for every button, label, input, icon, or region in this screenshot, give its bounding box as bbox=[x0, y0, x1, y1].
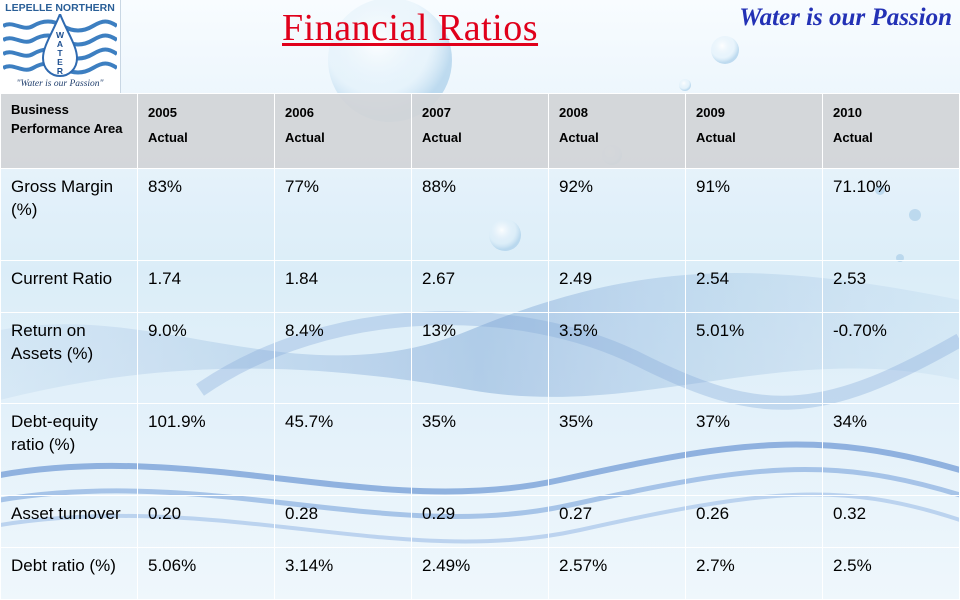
table-cell: 71.10% bbox=[822, 168, 960, 261]
column-header-year: 2008 Actual bbox=[548, 93, 686, 169]
table-cell: 45.7% bbox=[274, 403, 412, 497]
header-year: 2005 bbox=[148, 105, 177, 120]
column-header-year: 2009 Actual bbox=[685, 93, 823, 169]
table-cell: 2.7% bbox=[685, 547, 823, 600]
column-header-year: 2006 Actual bbox=[274, 93, 412, 169]
table-cell: -0.70% bbox=[822, 311, 960, 405]
header-year: 2009 bbox=[696, 105, 725, 120]
row-label: Current Ratio bbox=[0, 259, 138, 313]
table-cell: 0.32 bbox=[822, 495, 960, 549]
header-year: 2010 bbox=[833, 105, 862, 120]
row-label: Gross Margin (%) bbox=[0, 168, 138, 261]
row-label: Asset turnover bbox=[0, 495, 138, 549]
table-cell: 8.4% bbox=[274, 311, 412, 405]
header-label: Actual bbox=[833, 130, 873, 145]
table-cell: 0.26 bbox=[685, 495, 823, 549]
table-cell: 0.27 bbox=[548, 495, 686, 549]
table-cell: 13% bbox=[411, 311, 549, 405]
table-cell: 2.67 bbox=[411, 259, 549, 313]
table-row: Return on Assets (%) 9.0% 8.4% 13% 3.5% … bbox=[0, 311, 960, 405]
logo-letter: R bbox=[57, 66, 63, 76]
logo-letter: E bbox=[57, 57, 63, 67]
header-label: Actual bbox=[559, 130, 599, 145]
table-cell: 1.74 bbox=[137, 259, 275, 313]
column-header-year: 2010 Actual bbox=[822, 93, 960, 169]
company-logo: LEPELLE NORTHERN W A T E R "Water is our… bbox=[0, 0, 121, 93]
table-cell: 35% bbox=[411, 403, 549, 497]
header-label: Actual bbox=[285, 130, 325, 145]
table-cell: 2.53 bbox=[822, 259, 960, 313]
table-cell: 1.84 bbox=[274, 259, 412, 313]
header-label: Actual bbox=[148, 130, 188, 145]
table-cell: 34% bbox=[822, 403, 960, 497]
table-cell: 35% bbox=[548, 403, 686, 497]
header-label: Actual bbox=[422, 130, 462, 145]
row-label: Debt ratio (%) bbox=[0, 547, 138, 600]
header-year: 2007 bbox=[422, 105, 451, 120]
header-year: 2008 bbox=[559, 105, 588, 120]
row-label: Return on Assets (%) bbox=[0, 311, 138, 405]
header-year: 2006 bbox=[285, 105, 314, 120]
table-row: Debt-equity ratio (%) 101.9% 45.7% 35% 3… bbox=[0, 403, 960, 497]
table-row: Current Ratio 1.74 1.84 2.67 2.49 2.54 2… bbox=[0, 259, 960, 313]
table-cell: 0.29 bbox=[411, 495, 549, 549]
slide-title: Financial Ratios bbox=[282, 7, 539, 49]
table-cell: 101.9% bbox=[137, 403, 275, 497]
table-cell: 2.5% bbox=[822, 547, 960, 600]
table-cell: 0.20 bbox=[137, 495, 275, 549]
table-cell: 5.01% bbox=[685, 311, 823, 405]
logo-company-name: LEPELLE NORTHERN bbox=[5, 2, 115, 14]
column-header-year: 2005 Actual bbox=[137, 93, 275, 169]
slide-tagline: Water is our Passion bbox=[739, 4, 952, 31]
table-cell: 3.14% bbox=[274, 547, 412, 600]
column-header-area: Business Performance Area bbox=[0, 93, 138, 169]
table-cell: 5.06% bbox=[137, 547, 275, 600]
table-cell: 2.57% bbox=[548, 547, 686, 600]
table-cell: 3.5% bbox=[548, 311, 686, 405]
table-cell: 37% bbox=[685, 403, 823, 497]
table-cell: 2.49% bbox=[411, 547, 549, 600]
table-cell: 91% bbox=[685, 168, 823, 261]
financial-ratios-table: Business Performance Area 2005 Actual 200… bbox=[0, 93, 960, 600]
table-row: Debt ratio (%) 5.06% 3.14% 2.49% 2.57% 2… bbox=[0, 547, 960, 600]
table-cell: 9.0% bbox=[137, 311, 275, 405]
table-cell: 0.28 bbox=[274, 495, 412, 549]
water-drop-logo-icon: W A T E R bbox=[3, 14, 117, 78]
table-cell: 88% bbox=[411, 168, 549, 261]
table-cell: 92% bbox=[548, 168, 686, 261]
table-header-row: Business Performance Area 2005 Actual 200… bbox=[0, 93, 960, 169]
header-label: Actual bbox=[696, 130, 736, 145]
row-label: Debt-equity ratio (%) bbox=[0, 403, 138, 497]
table-cell: 77% bbox=[274, 168, 412, 261]
table-row: Gross Margin (%) 83% 77% 88% 92% 91% 71.… bbox=[0, 168, 960, 261]
logo-letter: A bbox=[57, 39, 63, 49]
logo-letter: W bbox=[56, 30, 65, 40]
table-row: Asset turnover 0.20 0.28 0.29 0.27 0.26 … bbox=[0, 495, 960, 549]
table-cell: 83% bbox=[137, 168, 275, 261]
column-header-year: 2007 Actual bbox=[411, 93, 549, 169]
table-cell: 2.54 bbox=[685, 259, 823, 313]
table-cell: 2.49 bbox=[548, 259, 686, 313]
logo-motto: "Water is our Passion" bbox=[16, 79, 104, 89]
logo-letter: T bbox=[57, 48, 63, 58]
